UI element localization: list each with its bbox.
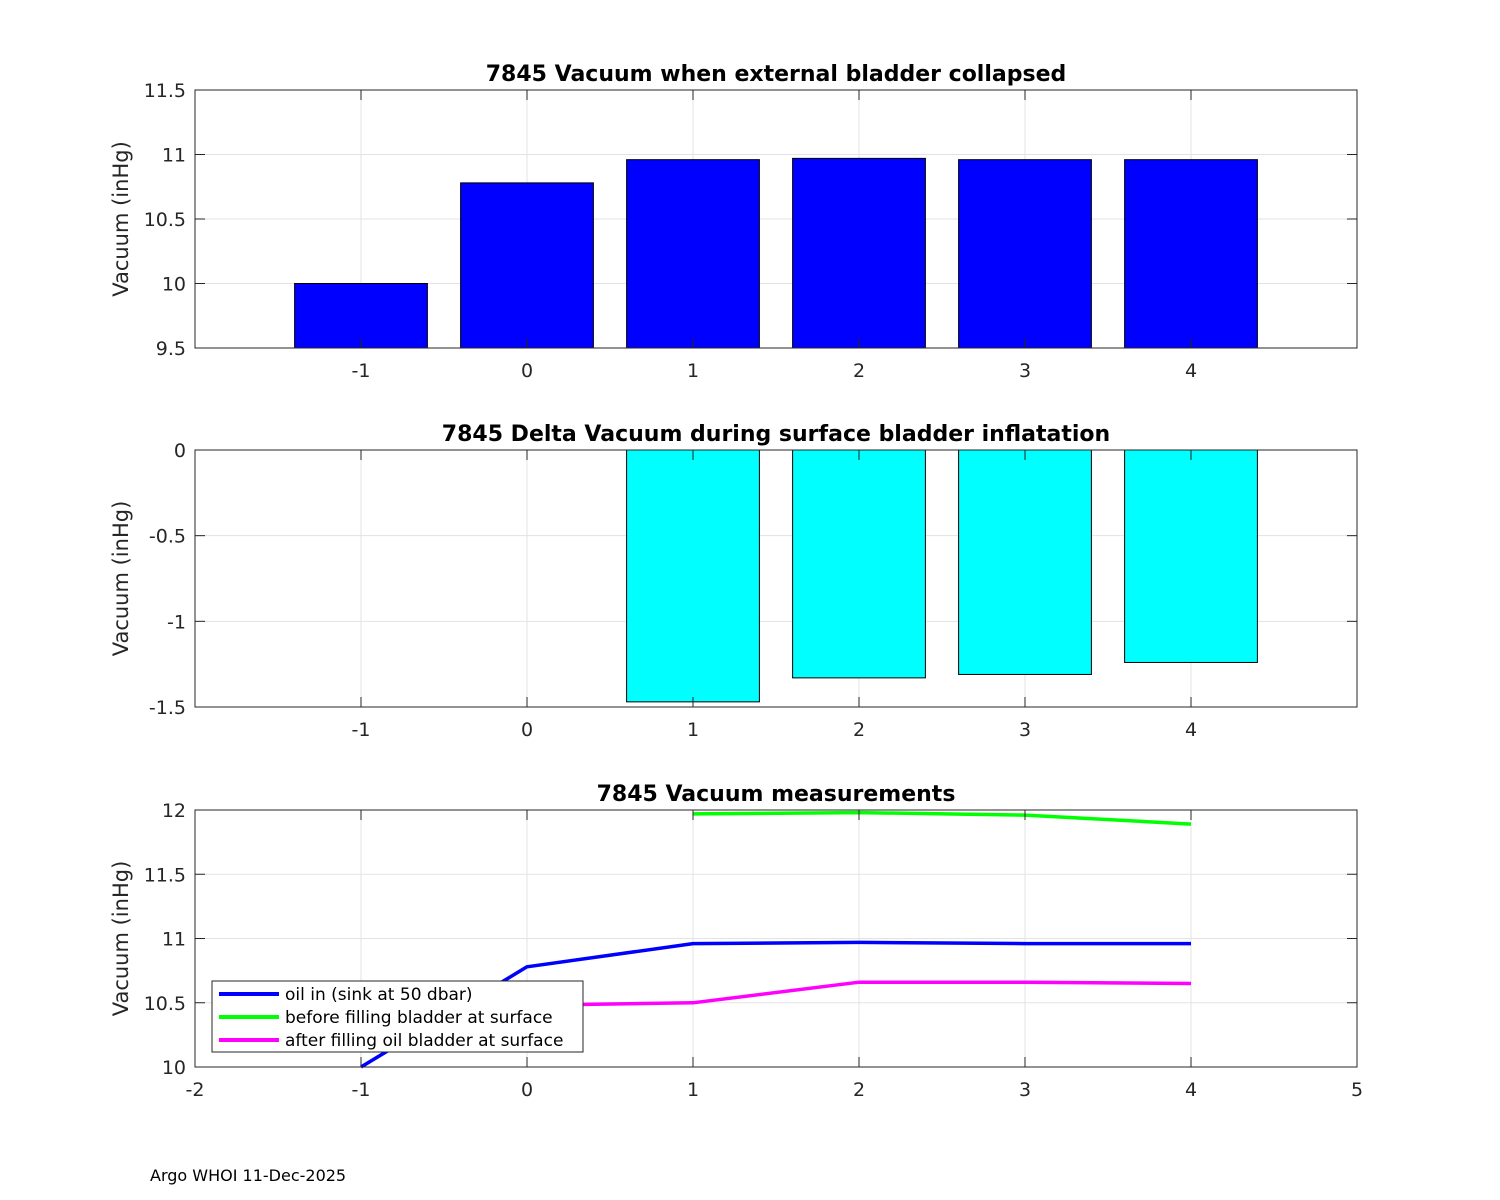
x-tick-label: 5: [1351, 1079, 1363, 1101]
x-tick-label: 4: [1185, 360, 1197, 382]
x-tick-label: 4: [1185, 719, 1197, 741]
bar: [626, 159, 760, 349]
y-tick-label: 10.5: [144, 209, 186, 231]
legend-entry: oil in (sink at 50 dbar): [285, 985, 473, 1005]
bar: [460, 182, 594, 349]
legend-entry: after filling oil bladder at surface: [285, 1031, 563, 1051]
chart-title: 7845 Vacuum measurements: [597, 782, 956, 807]
y-tick-label: 9.5: [156, 338, 186, 360]
x-tick-label: -1: [352, 719, 371, 741]
y-tick-label: 12: [162, 800, 186, 822]
bar: [626, 449, 760, 703]
y-tick-label: -1: [167, 611, 186, 633]
chart-1: [194, 89, 1358, 349]
y-tick-label: 10: [162, 1057, 186, 1079]
y-tick-label: 11: [162, 145, 186, 167]
y-axis-label: Vacuum (inHg): [109, 501, 133, 657]
axes-box: [194, 449, 1358, 708]
x-tick-label: 0: [521, 719, 533, 741]
chart-title: 7845 Vacuum when external bladder collap…: [486, 62, 1067, 87]
chart-3: [194, 809, 1358, 1069]
chart-2: [194, 449, 1358, 708]
bar: [958, 449, 1092, 675]
x-tick-label: 0: [521, 360, 533, 382]
chart-title: 7845 Delta Vacuum during surface bladder…: [442, 422, 1110, 447]
x-tick-label: 2: [853, 360, 865, 382]
y-tick-label: 10.5: [144, 993, 186, 1015]
x-tick-label: 3: [1019, 719, 1031, 741]
x-tick-label: 3: [1019, 1079, 1031, 1101]
x-tick-label: 2: [853, 719, 865, 741]
y-tick-label: 11.5: [144, 864, 186, 886]
bar: [792, 449, 926, 679]
x-tick-label: 1: [687, 719, 699, 741]
bar: [1124, 159, 1258, 349]
bar: [1124, 449, 1258, 663]
bar: [792, 157, 926, 349]
x-tick-label: -2: [186, 1079, 205, 1101]
x-tick-label: 1: [687, 1079, 699, 1101]
x-tick-label: 3: [1019, 360, 1031, 382]
x-tick-label: 2: [853, 1079, 865, 1101]
y-tick-label: -0.5: [149, 526, 186, 548]
legend-entry: before filling bladder at surface: [285, 1008, 553, 1028]
x-tick-label: 1: [687, 360, 699, 382]
x-tick-label: -1: [352, 360, 371, 382]
y-axis-label: Vacuum (inHg): [109, 141, 133, 297]
y-tick-label: 11: [162, 929, 186, 951]
x-tick-label: 4: [1185, 1079, 1197, 1101]
bar: [958, 159, 1092, 349]
y-tick-label: 10: [162, 274, 186, 296]
x-tick-label: -1: [352, 1079, 371, 1101]
bar: [294, 283, 428, 349]
y-tick-label: 0: [174, 440, 186, 462]
series-line-2: [692, 810, 1192, 826]
x-tick-label: 0: [521, 1079, 533, 1101]
y-axis-label: Vacuum (inHg): [109, 861, 133, 1017]
y-tick-label: 11.5: [144, 80, 186, 102]
y-tick-label: -1.5: [149, 697, 186, 719]
footer-text: Argo WHOI 11-Dec-2025: [150, 1166, 347, 1185]
